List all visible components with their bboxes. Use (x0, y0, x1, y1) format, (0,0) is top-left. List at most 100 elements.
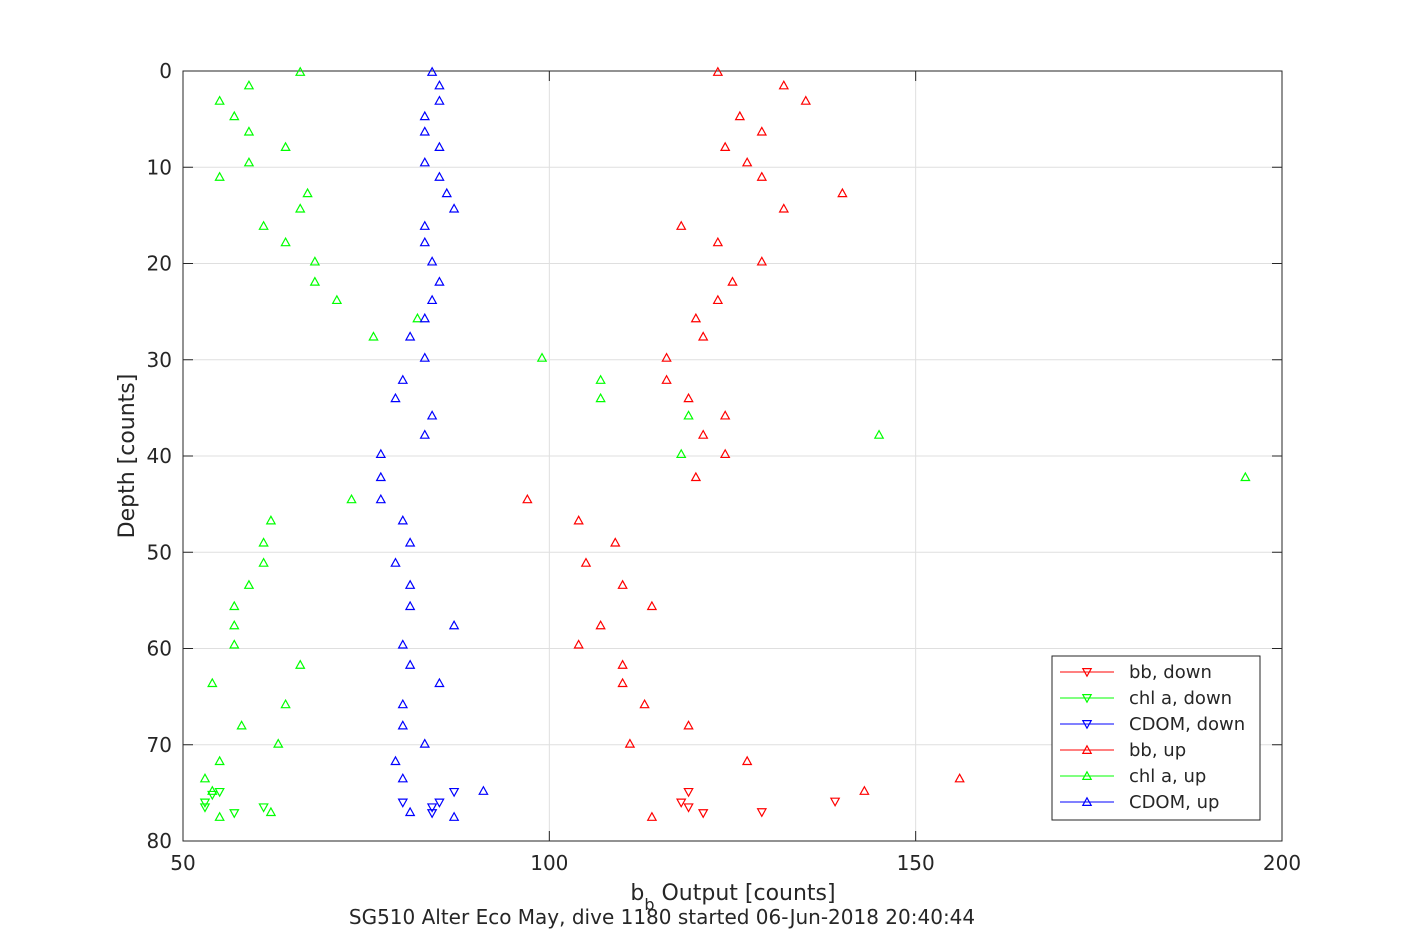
data-point-bb-up (756, 171, 768, 181)
data-point-chl-a-up (243, 579, 255, 589)
data-point-bb-up (778, 203, 790, 213)
data-point-cdom-up (404, 579, 416, 589)
y-tick-label: 60 (147, 637, 172, 661)
data-point-chl-a-up (280, 698, 291, 709)
data-point-chl-a-up (280, 141, 291, 151)
data-point-cdom-up (419, 236, 430, 247)
data-point-chl-a-up (258, 537, 269, 547)
x-axis-label: bb Output [counts] (630, 881, 835, 914)
legend-marker (1081, 694, 1093, 704)
data-point-cdom-up (419, 352, 430, 362)
data-point-cdom-up (419, 312, 430, 323)
data-point-chl-a-up (595, 392, 606, 403)
data-point-cdom-down (426, 809, 438, 819)
data-point-chl-a-up (683, 410, 694, 420)
data-point-chl-a-up (346, 493, 357, 504)
data-point-chl-a-up (214, 95, 225, 105)
data-point-cdom-down (397, 798, 409, 808)
data-point-cdom-up (426, 256, 438, 266)
data-point-bb-up (617, 579, 628, 589)
data-point-bb-up (712, 66, 724, 76)
y-tick-label: 50 (147, 540, 172, 564)
data-point-chl-a-up (536, 352, 548, 362)
data-point-chl-a-up (214, 171, 225, 181)
data-point-cdom-up (390, 755, 401, 766)
data-point-bb-up (522, 493, 533, 504)
data-point-cdom-up (397, 515, 409, 525)
data-point-bb-up (778, 80, 790, 90)
data-point-chl-a-up (236, 720, 247, 730)
y-tick-label: 30 (147, 348, 172, 372)
legend-marker (1081, 770, 1093, 780)
grid-lines (183, 71, 1282, 841)
data-point-bb-down (675, 798, 687, 808)
data-point-cdom-up (419, 738, 430, 748)
data-point-cdom-up (434, 95, 445, 105)
data-point-bb-up (800, 95, 811, 105)
figure-caption: SG510 Alter Eco May, dive 1180 started 0… (349, 905, 975, 929)
data-point-cdom-up (390, 557, 401, 567)
x-axis-label-subscript: b (644, 895, 654, 914)
data-point-chl-a-up (295, 66, 306, 76)
data-point-chl-a-up (412, 312, 423, 323)
data-point-bb-up (661, 374, 672, 384)
data-point-cdom-up (397, 773, 409, 783)
data-point-cdom-up (419, 110, 430, 121)
y-tick-label: 80 (147, 829, 172, 853)
data-point-bb-down (829, 797, 841, 807)
data-point-bb-up (697, 331, 709, 341)
data-point-chl-a-up (229, 639, 240, 649)
data-point-chl-a-up (207, 785, 218, 795)
data-point-cdom-up (397, 639, 409, 649)
data-point-chl-a-up (258, 220, 269, 230)
data-point-chl-a-up (331, 294, 343, 305)
x-tick-label: 150 (897, 851, 935, 875)
data-point-chl-a-up (243, 126, 255, 136)
data-point-bb-up (741, 157, 753, 167)
data-point-chl-a-up (229, 110, 240, 121)
data-point-bb-up (690, 471, 702, 482)
data-point-bb-up (837, 187, 848, 198)
legend-entry: CDOM, down (1129, 714, 1245, 735)
data-point-bb-down (756, 808, 768, 818)
y-tick-label: 70 (147, 733, 172, 757)
data-point-bb-up (954, 773, 965, 783)
data-point-cdom-up (478, 785, 489, 795)
data-point-chl-a-up (309, 276, 321, 286)
data-point-bb-up (675, 220, 687, 230)
data-point-chl-a-up (280, 236, 291, 247)
legend-box (1051, 655, 1261, 821)
legend-marker (1081, 668, 1093, 678)
data-points (199, 66, 1251, 821)
data-point-cdom-up (404, 331, 416, 341)
data-point-cdom-up (397, 698, 409, 709)
data-point-chl-a-up (229, 600, 240, 611)
data-point-chl-a-up (265, 806, 277, 817)
data-point-chl-a-up (295, 203, 306, 213)
data-point-bb-up (573, 639, 584, 649)
data-point-bb-up (683, 392, 694, 403)
data-point-cdom-down (434, 798, 445, 808)
data-point-cdom-up (434, 171, 445, 181)
data-point-cdom-up (419, 126, 430, 136)
data-point-chl-a-up (214, 811, 225, 821)
data-point-bb-up (734, 110, 746, 121)
data-point-bb-up (859, 785, 870, 795)
data-point-chl-a-down (214, 787, 225, 798)
data-point-cdom-up (397, 720, 409, 730)
data-point-chl-a-down (229, 809, 240, 819)
data-point-chl-a-up (302, 187, 313, 198)
y-tick-label: 10 (147, 155, 172, 179)
legend-marker (1081, 744, 1093, 754)
data-point-chl-a-up (199, 773, 211, 783)
data-point-cdom-up (426, 66, 438, 76)
legend-entry: bb, up (1129, 740, 1186, 761)
legend-marker (1081, 720, 1093, 730)
data-point-cdom-up (434, 141, 445, 151)
data-point-chl-a-up (675, 448, 687, 459)
data-point-cdom-up (434, 677, 445, 688)
data-point-bb-up (719, 448, 731, 459)
data-point-bb-up (712, 294, 724, 305)
data-point-chl-a-up (265, 515, 277, 525)
